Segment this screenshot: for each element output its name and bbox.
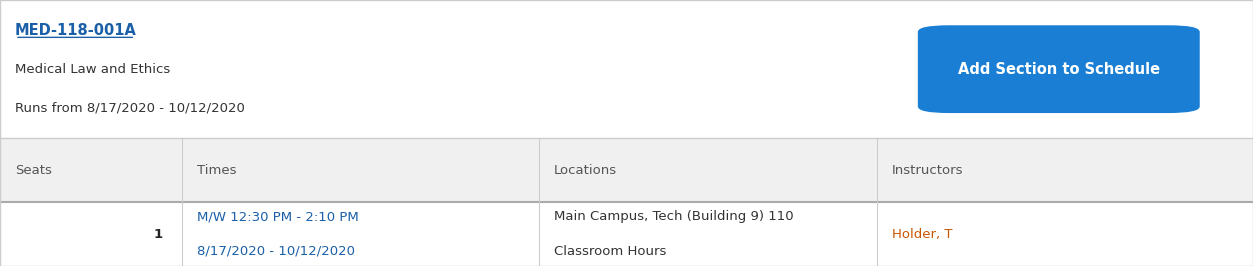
Text: Classroom Hours: Classroom Hours [554,245,667,258]
Text: Instructors: Instructors [892,164,964,177]
Text: Medical Law and Ethics: Medical Law and Ethics [15,63,170,76]
Text: M/W 12:30 PM - 2:10 PM: M/W 12:30 PM - 2:10 PM [197,210,358,223]
Text: 8/17/2020 - 10/12/2020: 8/17/2020 - 10/12/2020 [197,245,355,258]
Text: Times: Times [197,164,237,177]
Text: Holder, T: Holder, T [892,228,952,240]
Text: Seats: Seats [15,164,51,177]
Text: Main Campus, Tech (Building 9) 110: Main Campus, Tech (Building 9) 110 [554,210,793,223]
FancyBboxPatch shape [0,202,1253,266]
FancyBboxPatch shape [0,138,1253,202]
FancyBboxPatch shape [917,25,1199,113]
Text: Runs from 8/17/2020 - 10/12/2020: Runs from 8/17/2020 - 10/12/2020 [15,101,244,114]
Text: MED-118-001A: MED-118-001A [15,23,137,38]
Text: Locations: Locations [554,164,616,177]
Text: Add Section to Schedule: Add Section to Schedule [957,62,1160,77]
FancyBboxPatch shape [0,0,1253,138]
Text: 1: 1 [154,228,163,240]
